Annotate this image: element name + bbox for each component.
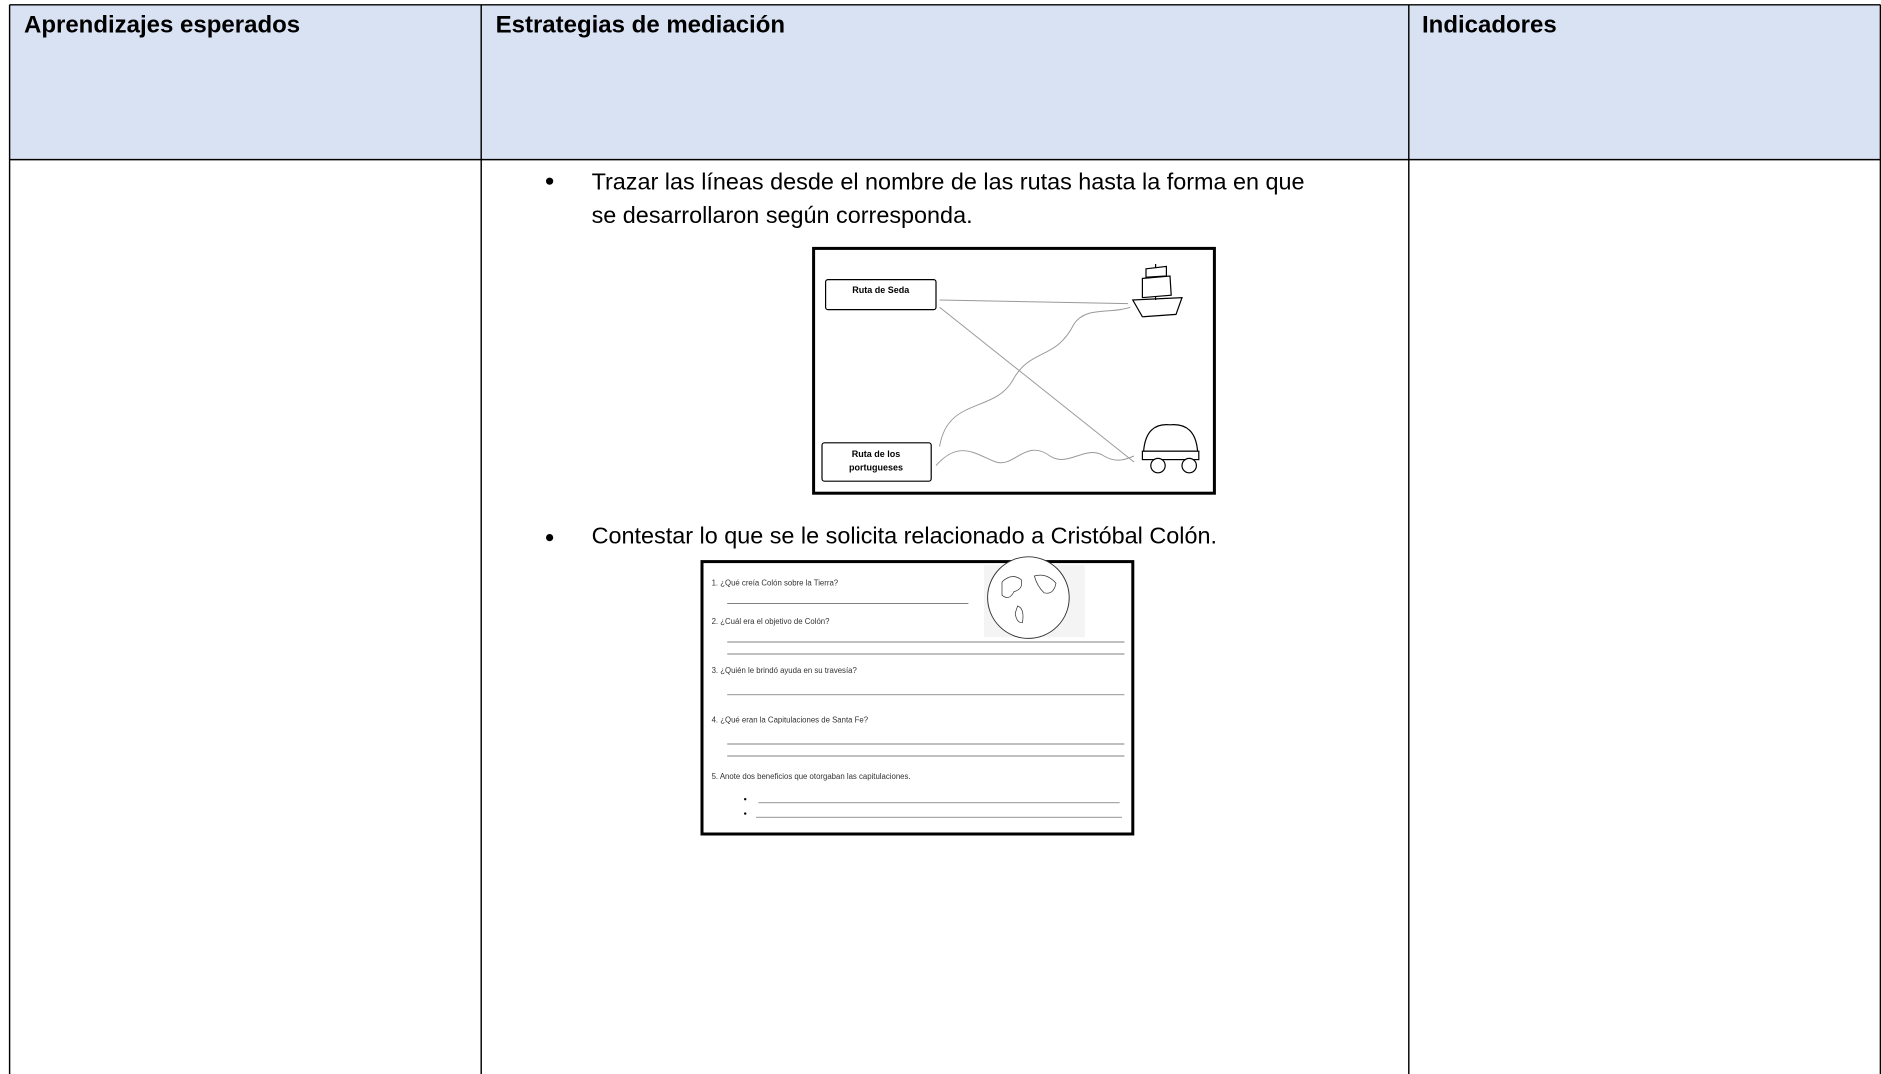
bullet [546, 177, 554, 185]
header-cell: Estrategias de mediación [496, 11, 785, 38]
question: 2. ¿Cuál era el objetivo de Colón? [712, 617, 831, 626]
bullet-text: Trazar las líneas desde el nombre de las… [592, 169, 1305, 195]
bullet [546, 534, 554, 542]
route-label: portugueses [849, 462, 903, 472]
route-label: Ruta de los [852, 449, 901, 459]
route-label: Ruta de Seda [852, 285, 910, 295]
question: 5. Anote dos beneficios que otorgaban la… [712, 772, 911, 781]
header-cell: Aprendizajes esperados [24, 11, 300, 38]
table-borders [8, 4, 1881, 1074]
question: 4. ¿Qué eran la Capitulaciones de Santa … [712, 715, 869, 724]
header-cell: Indicadores [1422, 11, 1557, 38]
question: 3. ¿Quién le brindó ayuda en su travesía… [712, 666, 858, 675]
header-row [9, 4, 1881, 160]
route-worksheet: Ruta de Seda Ruta de los portugueses [812, 246, 1216, 495]
question: 1. ¿Qué creía Colón sobre la Tierra? [712, 579, 839, 588]
bullet-text: Contestar lo que se le solicita relacion… [592, 523, 1217, 549]
bullet-text: se desarrollaron según corresponda. [592, 202, 973, 228]
question-worksheet: 1. ¿Qué creía Colón sobre la Tierra? 2. … [700, 556, 1135, 836]
